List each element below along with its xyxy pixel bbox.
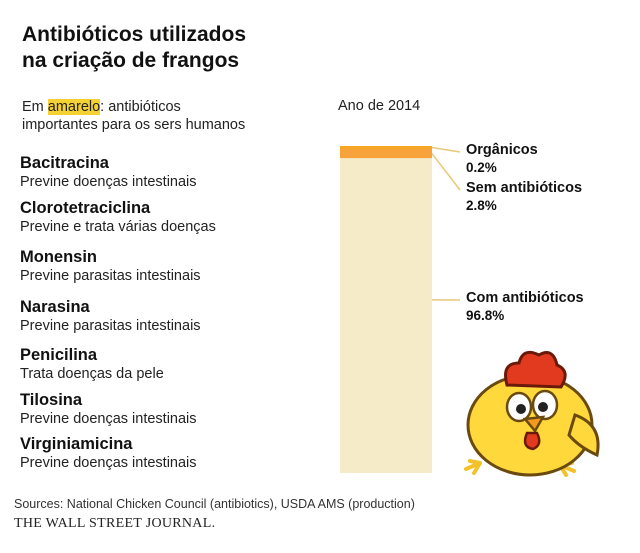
title-line-1: Antibióticos utilizados (22, 23, 246, 46)
value-com-antibioticos: 96.8% (466, 308, 505, 323)
drug-desc: Trata doenças da pele (20, 366, 164, 382)
label-sem-antibioticos: Sem antibióticos (466, 180, 583, 196)
drug-name: Virginiamicina (20, 435, 133, 453)
drug-item-tilosina: Tilosina Previne doenças intestinais (14, 387, 256, 429)
drug-desc: Previne parasitas intestinais (20, 318, 201, 334)
source-note: Sources: National Chicken Council (antib… (14, 497, 415, 511)
connector-sem-antibioticos (431, 153, 461, 191)
value-organicos: 0.2% (466, 160, 497, 175)
drug-name: Monensin (20, 248, 97, 266)
chart-title: Antibióticos utilizados na criação de fr… (22, 22, 342, 74)
chart-year-label: Ano de 2014 (338, 98, 421, 114)
drug-desc: Previne parasitas intestinais (20, 268, 201, 284)
drug-item-monensin: Monensin Previne parasitas intestinais (14, 244, 256, 288)
drug-desc: Previne e trata várias doenças (20, 219, 216, 235)
legend-line-2: importantes para os sers humanos (22, 117, 246, 133)
connector-organicos (431, 146, 461, 153)
bar-segment-sem-antibioticos (340, 149, 432, 159)
legend-suffix: : antibióticos (100, 99, 181, 115)
drug-name: Penicilina (20, 346, 98, 364)
drug-name: Bacitracina (20, 154, 109, 172)
drug-item-bacitracina: Bacitracina Previne doenças intestinais (14, 150, 256, 194)
legend-highlight-word: amarelo (47, 99, 101, 115)
drug-name: Tilosina (20, 391, 83, 409)
legend-note: Em amarelo: antibióticos importantes par… (22, 98, 322, 134)
drug-desc: Previne doenças intestinais (20, 174, 197, 190)
drug-name: Narasina (20, 298, 90, 316)
drug-item-narasina: Narasina Previne parasitas intestinais (14, 294, 256, 338)
drug-desc: Previne doenças intestinais (20, 455, 197, 471)
title-line-2: na criação de frangos (22, 49, 240, 72)
chicken-illustration (464, 350, 600, 477)
publisher-logo: THE WALL STREET JOURNAL. (14, 516, 216, 531)
drug-item-clorotetraciclina: Clorotetraciclina Previne e trata várias… (14, 195, 256, 237)
bar-segment-com-antibioticos (340, 158, 432, 473)
label-com-antibioticos: Com antibióticos (466, 290, 584, 306)
legend-prefix: Em (22, 99, 48, 115)
label-organicos: Orgânicos (466, 142, 538, 158)
drug-name: Clorotetraciclina (20, 199, 151, 217)
bar-segment-organicos (340, 146, 432, 149)
drug-desc: Previne doenças intestinais (20, 411, 197, 427)
drug-item-virginiamicina: Virginiamicina Previne doenças intestina… (14, 431, 256, 473)
drug-item-penicilina: Penicilina Trata doenças da pele (14, 342, 256, 384)
value-sem-antibioticos: 2.8% (466, 198, 497, 213)
